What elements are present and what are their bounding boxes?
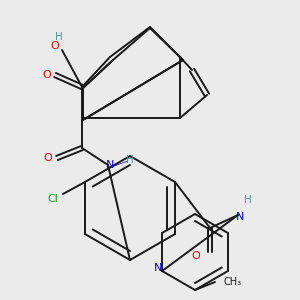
Text: O: O bbox=[43, 70, 51, 80]
Text: CH₃: CH₃ bbox=[223, 277, 241, 287]
Text: O: O bbox=[192, 251, 200, 261]
Text: O: O bbox=[44, 153, 52, 163]
Text: Cl: Cl bbox=[47, 194, 58, 204]
Text: H: H bbox=[55, 32, 63, 42]
Text: H: H bbox=[126, 155, 134, 165]
Text: N: N bbox=[106, 160, 114, 170]
Text: N: N bbox=[236, 212, 244, 222]
Text: N: N bbox=[154, 263, 162, 273]
Text: O: O bbox=[51, 41, 59, 51]
Text: H: H bbox=[244, 195, 252, 205]
